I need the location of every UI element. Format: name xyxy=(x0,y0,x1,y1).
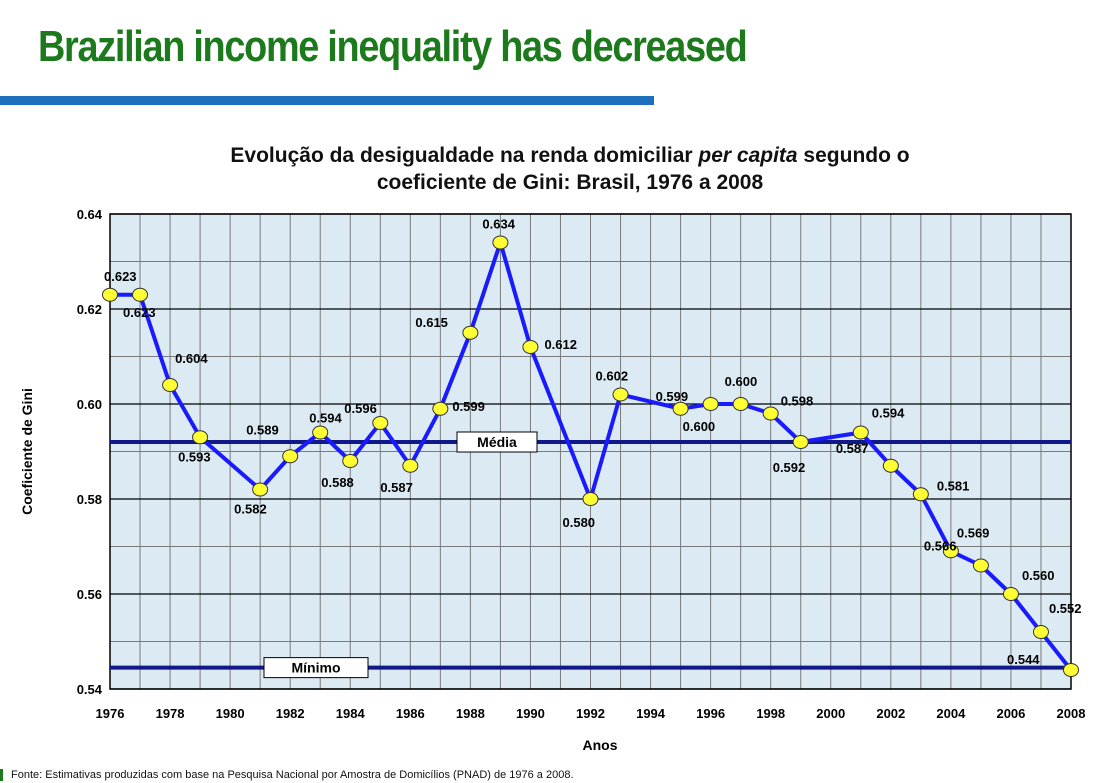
data-label: 0.580 xyxy=(563,515,596,530)
x-tick-label: 1978 xyxy=(156,706,185,721)
data-label: 0.593 xyxy=(178,449,211,464)
data-point xyxy=(102,287,118,302)
data-point xyxy=(762,406,779,421)
data-label: 0.599 xyxy=(656,389,689,404)
source-note: Fonte: Estimativas produzidas com base n… xyxy=(0,769,574,781)
data-label: 0.587 xyxy=(380,480,413,495)
reference-label-box xyxy=(456,431,538,453)
data-label: 0.600 xyxy=(683,419,716,434)
data-label: 0.581 xyxy=(937,478,970,493)
y-tick-label: 0.56 xyxy=(77,587,102,602)
x-tick-label: 1998 xyxy=(756,706,785,721)
reference-label-box xyxy=(263,657,369,679)
data-point xyxy=(1063,663,1079,677)
data-label: 0.544 xyxy=(1007,652,1040,667)
slide-title: Brazilian income inequality has decrease… xyxy=(38,22,748,71)
x-tick-label: 2000 xyxy=(816,706,845,721)
data-label: 0.594 xyxy=(309,411,342,426)
data-point xyxy=(702,397,719,411)
data-point xyxy=(342,454,359,468)
data-label: 0.589 xyxy=(246,422,279,437)
x-tick-label: 1982 xyxy=(276,706,305,721)
data-label: 0.569 xyxy=(957,525,990,540)
data-label: 0.600 xyxy=(725,374,758,389)
data-point xyxy=(252,482,269,497)
plot-border xyxy=(109,213,1072,690)
chart-title-line1-text: Evolução da desigualdade na renda domici… xyxy=(230,144,910,167)
data-point xyxy=(672,401,689,416)
gini-line-chart: 0.54 0.56 0.58 0.60 0.62 0.64 1976 1978 1980 1982… xyxy=(19,207,1086,753)
data-label: 0.615 xyxy=(415,315,448,330)
data-point xyxy=(432,401,449,416)
x-tick-label: 1990 xyxy=(516,706,545,721)
data-label: 0.594 xyxy=(872,406,905,421)
x-tick-label: 2002 xyxy=(876,706,905,721)
data-label: 0.588 xyxy=(321,475,354,490)
data-point xyxy=(192,430,209,445)
data-point xyxy=(972,558,989,573)
data-point xyxy=(132,287,149,302)
data-point xyxy=(1032,625,1049,639)
x-tick-label: 2006 xyxy=(996,706,1025,721)
x-tick-label: 2004 xyxy=(936,706,966,721)
chart-title-line1: Evolução da desigualdade na renda domici… xyxy=(120,144,1020,168)
data-point xyxy=(162,378,179,392)
x-axis-title: Anos xyxy=(583,737,618,753)
x-tick-label: 2008 xyxy=(1057,706,1086,721)
x-tick-label: 1992 xyxy=(576,706,605,721)
data-label: 0.602 xyxy=(596,369,629,384)
y-tick-label: 0.64 xyxy=(77,207,103,222)
data-label: 0.587 xyxy=(836,441,869,456)
y-tick-label: 0.58 xyxy=(77,492,102,507)
data-label: 0.582 xyxy=(234,502,267,517)
chart-container: Evolução da desigualdade na renda domici… xyxy=(0,120,1098,770)
data-label: 0.604 xyxy=(175,351,208,366)
x-tick-label: 1988 xyxy=(456,706,485,721)
reference-label: Média xyxy=(477,434,517,450)
data-point xyxy=(942,544,959,559)
data-point xyxy=(372,416,389,430)
data-point xyxy=(792,435,809,449)
x-tick-label: 1976 xyxy=(96,706,125,721)
chart-title-emphasis: per capita xyxy=(698,144,798,167)
data-label: 0.599 xyxy=(452,399,485,414)
title-rule xyxy=(0,96,654,105)
y-tick-label: 0.54 xyxy=(77,682,103,697)
data-point xyxy=(882,458,899,473)
data-point xyxy=(612,387,629,402)
data-point xyxy=(312,425,329,440)
data-point xyxy=(1002,587,1019,601)
data-label: 0.560 xyxy=(1022,568,1055,583)
data-point xyxy=(582,492,599,506)
data-label: 0.612 xyxy=(544,337,577,352)
data-label: 0.592 xyxy=(773,460,806,475)
data-label: 0.623 xyxy=(104,269,137,284)
x-tick-label: 1984 xyxy=(336,706,366,721)
data-label: 0.623 xyxy=(123,305,156,320)
data-point xyxy=(852,425,869,440)
y-tick-label: 0.62 xyxy=(77,302,102,317)
data-label: 0.566 xyxy=(924,539,957,554)
chart-title-line2: coeficiente de Gini: Brasil, 1976 a 2008 xyxy=(376,171,764,194)
data-point xyxy=(492,235,509,250)
x-tick-label: 1986 xyxy=(396,706,425,721)
data-label: 0.634 xyxy=(482,217,515,232)
data-label: 0.598 xyxy=(781,394,814,409)
y-axis-title: Coeficiente de Gini xyxy=(19,388,35,515)
data-label: 0.596 xyxy=(344,401,377,416)
data-point xyxy=(462,325,479,340)
x-tick-label: 1996 xyxy=(696,706,725,721)
data-label: 0.552 xyxy=(1049,601,1082,616)
data-point xyxy=(522,340,539,354)
data-point xyxy=(912,487,929,502)
x-tick-label: 1994 xyxy=(636,706,666,721)
x-tick-label: 1980 xyxy=(216,706,245,721)
data-point xyxy=(402,458,419,473)
data-point xyxy=(282,449,299,464)
reference-label: Mínimo xyxy=(292,660,341,676)
y-tick-label: 0.60 xyxy=(77,397,102,412)
data-point xyxy=(732,397,749,411)
